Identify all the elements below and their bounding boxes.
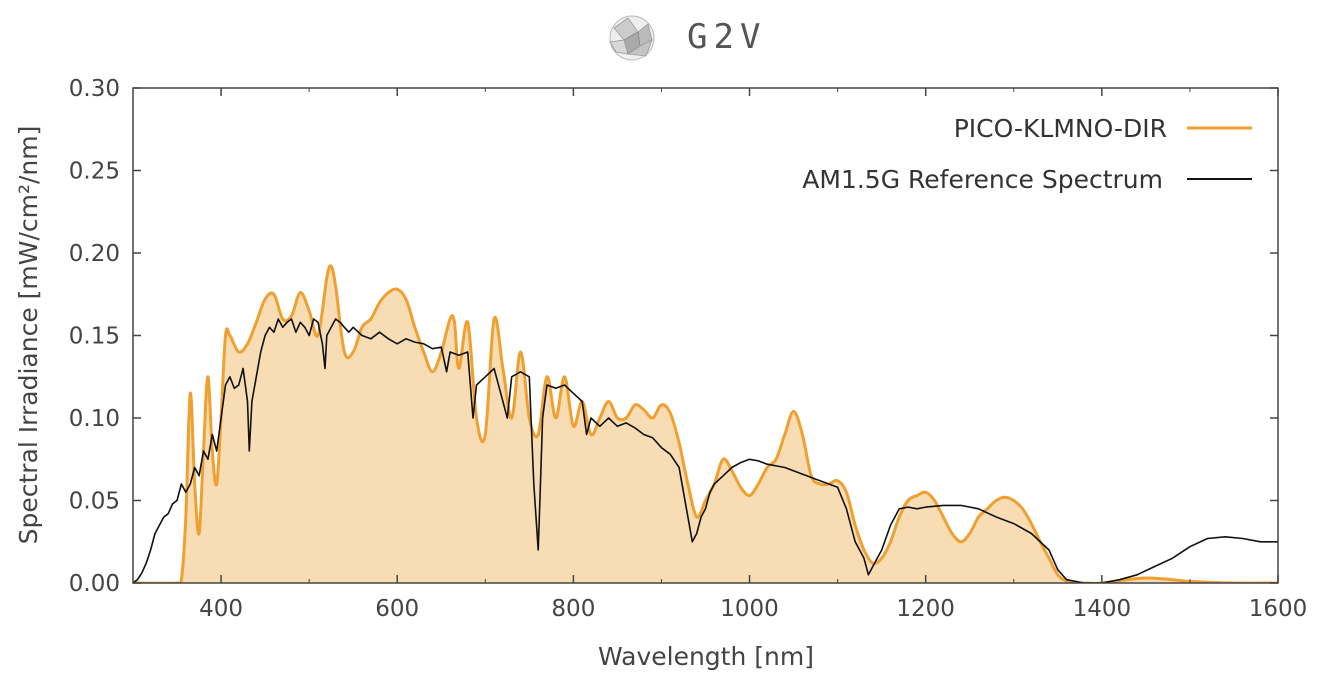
logo-text: G2V: [687, 17, 766, 57]
x-tick-label: 1000: [720, 596, 779, 622]
faceted-sphere-logo-icon: [609, 15, 655, 61]
plot-area: [133, 264, 1278, 583]
y-tick-label: 0.15: [69, 324, 120, 350]
x-tick-label: 600: [375, 596, 419, 622]
g2v-logo: G2V: [609, 15, 766, 61]
x-tick-label: 1600: [1249, 596, 1308, 622]
x-tick-label: 1200: [896, 596, 955, 622]
pico-series-fill: [133, 265, 1278, 583]
x-axis-label: Wavelength [nm]: [598, 642, 814, 671]
y-tick-label: 0.20: [69, 241, 120, 267]
am15g-series-line: [133, 318, 1278, 583]
axes: 400 600 800 1000 1200 1400 1600 0.00 0.05 0.10 0.1…: [69, 76, 1307, 622]
legend: PICO-KLMNO-DIR AM1.5G Reference Spectrum: [802, 114, 1252, 194]
x-tick-label: 800: [551, 596, 595, 622]
y-tick-label: 0.00: [69, 571, 120, 597]
legend-label-pico: PICO-KLMNO-DIR: [954, 114, 1167, 143]
pico-series-line: [133, 264, 1278, 583]
y-tick-label: 0.05: [69, 489, 120, 515]
y-tick-label: 0.25: [69, 159, 120, 185]
x-tick-label: 400: [199, 596, 243, 622]
y-axis-label: Spectral Irradiance [mW/cm²/nm]: [14, 126, 43, 545]
y-tick-label: 0.30: [69, 76, 120, 102]
x-tick-label: 1400: [1073, 596, 1132, 622]
legend-label-am15g: AM1.5G Reference Spectrum: [802, 165, 1163, 194]
y-tick-label: 0.10: [69, 406, 120, 432]
